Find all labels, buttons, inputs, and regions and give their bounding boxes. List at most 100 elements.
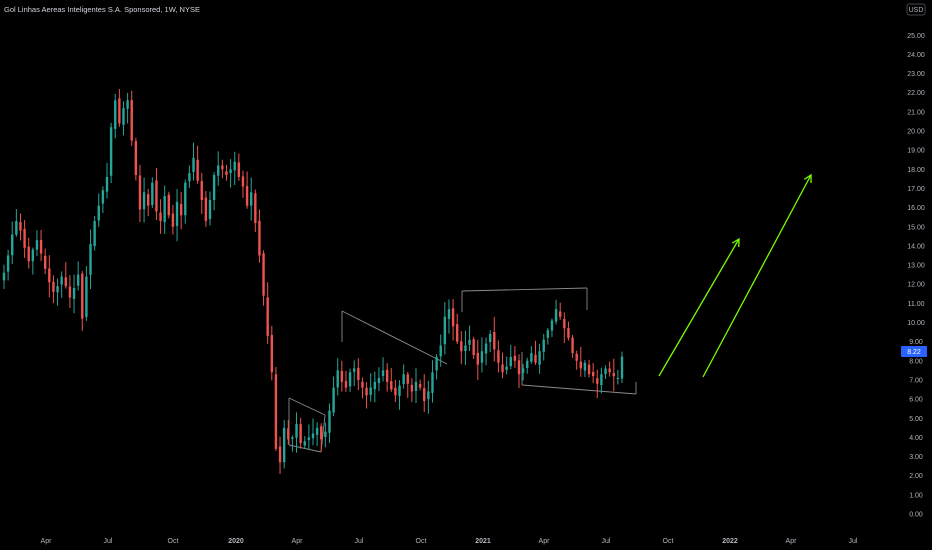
trendline[interactable] [341, 310, 448, 365]
time-tick-label: Apr [786, 538, 798, 545]
candle-body [488, 333, 492, 343]
candle-body [241, 176, 245, 187]
candle-body [509, 356, 512, 367]
candle-body [521, 368, 525, 373]
time-tick-label: Apr [41, 538, 53, 545]
trendline[interactable] [521, 384, 637, 395]
trendline[interactable] [288, 397, 326, 416]
candle-body [167, 194, 170, 216]
candle-body [451, 308, 455, 327]
candle-body [270, 334, 273, 373]
candle-body [344, 380, 348, 388]
candle-body [534, 354, 537, 363]
candle-body [299, 424, 302, 444]
candle-body [476, 352, 479, 365]
candle-body [89, 243, 92, 275]
arrow-layer[interactable] [658, 173, 812, 378]
candle-body [76, 274, 80, 286]
candle-body [381, 370, 385, 376]
candle-body [295, 423, 298, 438]
price-tick-label: 2.00 [909, 473, 923, 480]
projection-arrow[interactable] [658, 238, 740, 377]
candle-body [542, 339, 545, 352]
candle-body [200, 181, 203, 200]
candle-body [262, 253, 265, 296]
candle-body [237, 162, 241, 177]
price-tick-label: 9.00 [909, 339, 923, 346]
currency-unit-label: USD [909, 7, 924, 14]
candle-body [423, 388, 426, 402]
time-tick-label: Apr [539, 538, 551, 545]
price-tick-label: 10.00 [907, 320, 925, 327]
candle-body [27, 246, 30, 262]
arrow-head [803, 173, 812, 184]
candle-body [361, 381, 364, 388]
price-axis[interactable]: 25.00 24.00 23.00 22.00 21.00 20.00 19.00 18.00… [907, 33, 925, 519]
price-tick-label: 16.00 [907, 205, 925, 212]
candle-body [159, 212, 162, 222]
candle-body [171, 213, 175, 227]
candle-body [60, 276, 63, 285]
time-tick-label: Oct [416, 538, 427, 545]
price-tick-label: 17.00 [907, 186, 925, 193]
candle-body [620, 356, 624, 379]
candle-body [320, 426, 323, 440]
arrow-head [731, 237, 740, 248]
candle-body [406, 374, 409, 384]
candle-body [221, 165, 224, 170]
candle-body [151, 182, 154, 206]
price-tick-label: 25.00 [907, 33, 925, 40]
candle-body [447, 309, 451, 319]
currency-unit-badge[interactable]: USD [906, 3, 926, 16]
candle-body [480, 351, 484, 363]
candle-body [64, 277, 67, 287]
trendline[interactable] [461, 287, 588, 292]
candle-body [390, 381, 393, 390]
candle-body [468, 339, 471, 345]
projection-arrow[interactable] [702, 174, 812, 378]
candle-body [596, 378, 599, 384]
candle-body [600, 374, 603, 386]
candle-body [526, 360, 529, 369]
price-tick-label: 4.00 [909, 435, 923, 442]
candle-body [126, 100, 129, 109]
candle-body [287, 428, 290, 440]
candle-body [31, 249, 35, 262]
candle-body [250, 192, 253, 206]
candle-body [118, 98, 121, 124]
candle-body [52, 281, 55, 292]
candle-body [443, 316, 447, 345]
candle-body [282, 427, 286, 463]
candle-body [254, 193, 257, 223]
candle-body [81, 273, 84, 319]
candle-body [48, 268, 51, 283]
drawing-layer[interactable] [288, 287, 637, 453]
candle-body [373, 381, 376, 390]
candle-body [571, 337, 574, 354]
candle-body [559, 311, 562, 317]
candle-body [85, 276, 88, 317]
candle-body [385, 369, 389, 382]
candle-body [101, 190, 105, 204]
time-tick-label: 2022 [722, 538, 738, 545]
candle-body [130, 100, 133, 141]
candle-body [184, 182, 187, 216]
candle-body [291, 437, 294, 439]
candle-body [501, 364, 504, 373]
candle-body [505, 366, 508, 370]
time-tick-label: 2020 [228, 538, 244, 545]
candle-body [39, 240, 43, 254]
candle-body [340, 370, 344, 382]
candle-body [229, 169, 232, 174]
candle-body [377, 378, 381, 383]
candle-body [142, 192, 146, 210]
candle-body [332, 387, 335, 413]
candle-body [439, 345, 442, 357]
candle-body [114, 100, 117, 129]
candle-body [567, 328, 570, 338]
time-tick-label: Jul [602, 538, 611, 545]
candle-body [212, 175, 216, 201]
candle-body [35, 240, 39, 250]
time-axis[interactable]: Apr Jul Oct 2020 Apr Jul Oct 2021 Apr Jul Oct 2022 A… [41, 538, 858, 545]
